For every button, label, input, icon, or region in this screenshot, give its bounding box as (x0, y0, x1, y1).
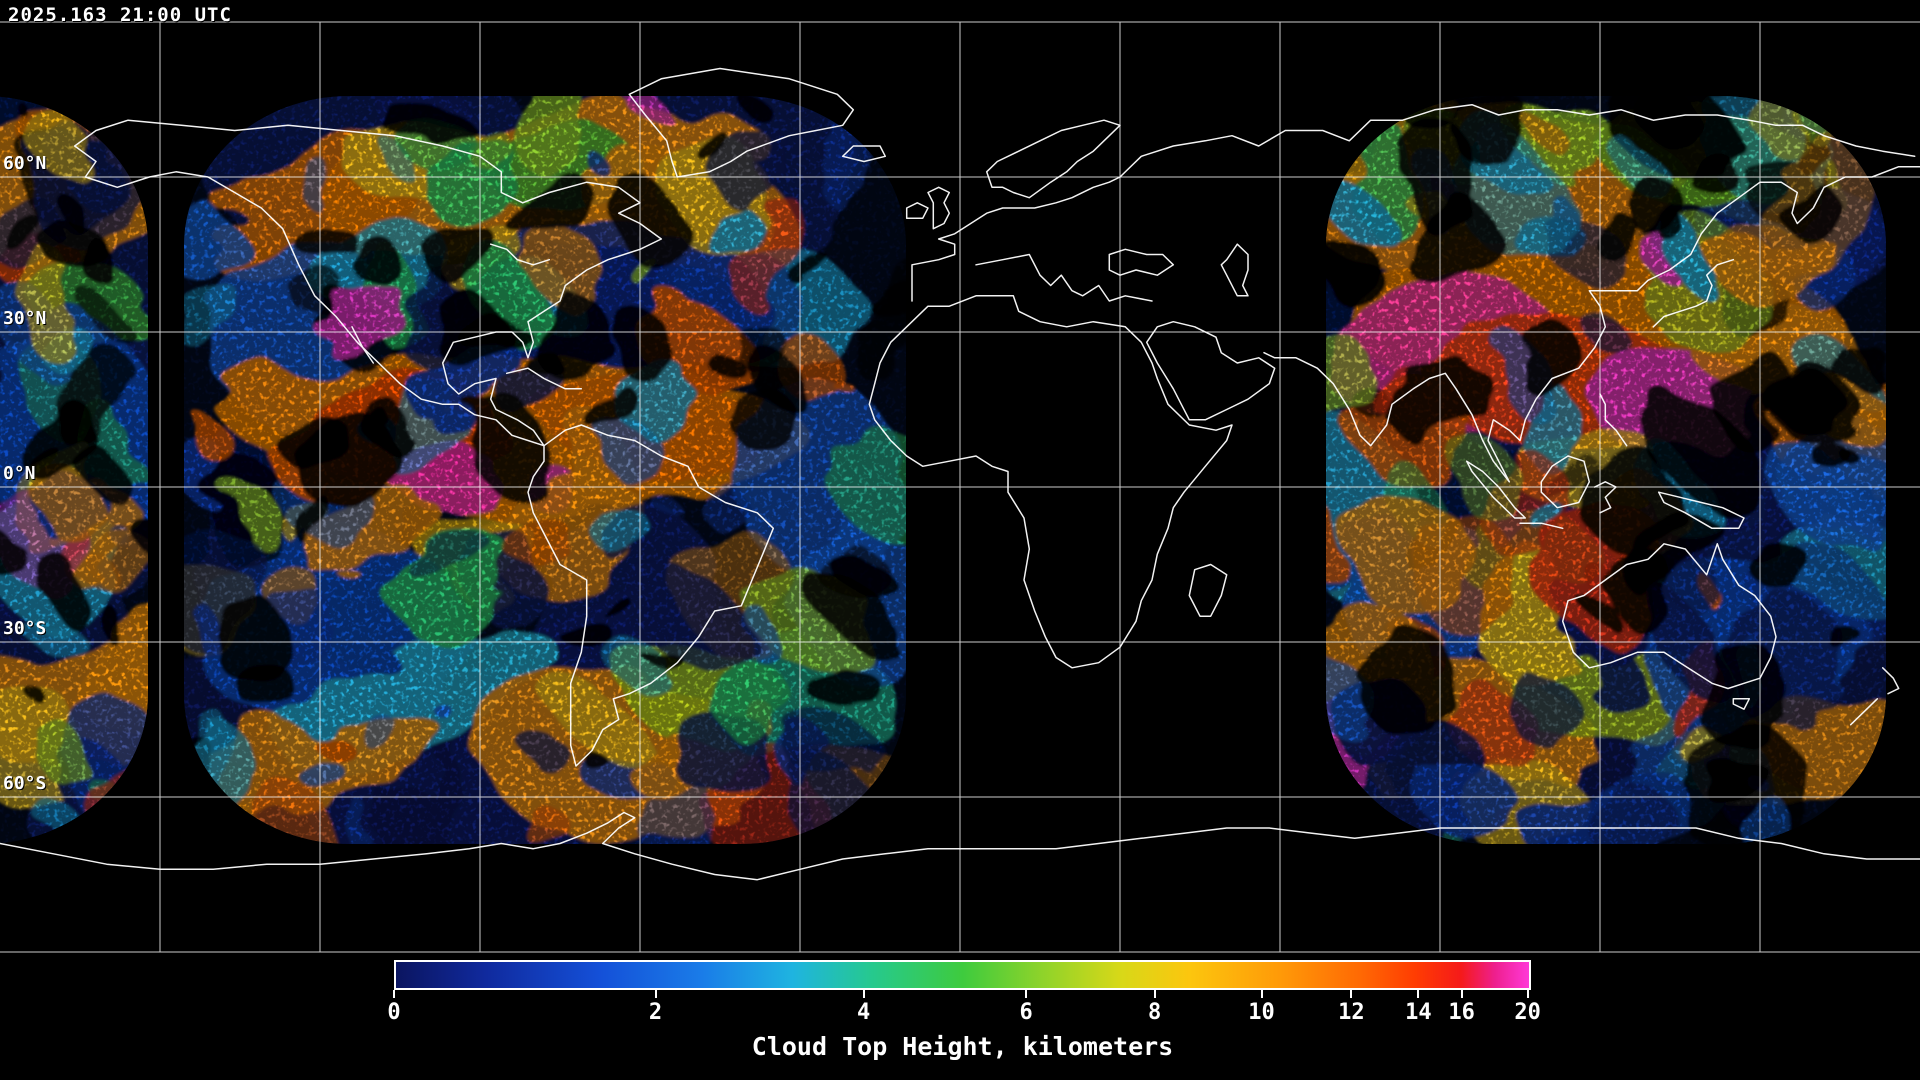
latitude-label: 60°S (3, 773, 47, 794)
colorbar: 0 2 4 6 8 10 12 14 16 20 Cloud Top Height, kilome… (387, 960, 1541, 1078)
latitude-longitude-grid (0, 21, 1920, 953)
colorbar-tick-mark (1460, 990, 1463, 998)
latitude-label: 0°N (3, 463, 36, 484)
colorbar-tick-mark (1153, 990, 1156, 998)
coastlines (0, 67, 1920, 881)
colorbar-tick-mark (862, 990, 865, 998)
colorbar-tick-mark (1350, 990, 1353, 998)
colorbar-tick-label: 6 (1019, 1000, 1033, 1025)
colorbar-tick-label: 12 (1338, 1000, 1365, 1025)
colorbar-tick-label: 4 (856, 1000, 871, 1025)
colorbar-tick-label: 10 (1248, 1000, 1275, 1025)
colorbar-tick-mark (1260, 990, 1263, 998)
colorbar-gradient (394, 960, 1531, 990)
colorbar-tick-label: 20 (1514, 1000, 1541, 1025)
colorbar-tick-mark (654, 990, 657, 998)
colorbar-tick-mark (1025, 990, 1028, 998)
colorbar-tick-mark (1526, 990, 1529, 998)
latitude-label: 30°N (3, 308, 47, 329)
colorbar-title: Cloud Top Height, kilometers (751, 1032, 1174, 1061)
colorbar-tick-label: 0 (387, 1000, 401, 1025)
latitude-label: 60°N (3, 153, 47, 174)
colorbar-tick-mark (393, 990, 395, 998)
colorbar-tick-label: 2 (648, 1000, 663, 1025)
colorbar-tick-label: 16 (1448, 1000, 1475, 1025)
americas-swath (184, 96, 906, 844)
latitude-label: 30°S (3, 618, 47, 639)
colorbar-tick-label: 8 (1148, 1000, 1162, 1025)
asia-pacific-swath (1326, 96, 1886, 844)
colorbar-tick-mark (1417, 990, 1420, 998)
colorbar-tick-label: 14 (1405, 1000, 1432, 1025)
timestamp: 2025.163 21:00 UTC (8, 4, 232, 26)
